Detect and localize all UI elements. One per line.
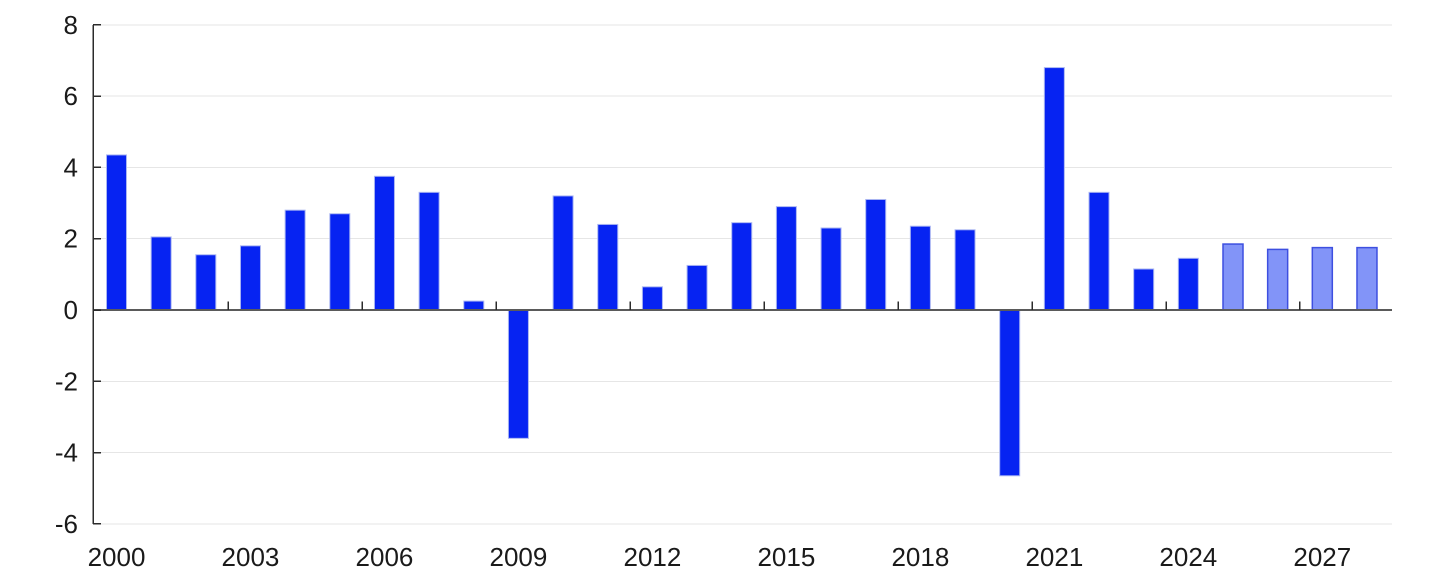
bar-2000[interactable] bbox=[106, 154, 127, 311]
y-axis-label-0: 0 bbox=[64, 295, 78, 325]
forecast-bar-2026[interactable] bbox=[1266, 248, 1289, 311]
bar-2010[interactable] bbox=[552, 195, 574, 311]
bar-2016[interactable] bbox=[820, 227, 842, 311]
forecast-bar-2025[interactable] bbox=[1222, 243, 1244, 311]
x-axis-label-2024: 2024 bbox=[1159, 542, 1217, 572]
bar-2006[interactable] bbox=[373, 175, 395, 311]
x-axis-label-2015: 2015 bbox=[757, 542, 815, 572]
bar-2007[interactable] bbox=[418, 191, 440, 311]
bar-2022[interactable] bbox=[1088, 191, 1110, 311]
bar-2005[interactable] bbox=[329, 213, 351, 311]
bar-2018[interactable] bbox=[909, 225, 931, 311]
bar-2015[interactable] bbox=[775, 206, 797, 311]
forecast-bar-2027[interactable] bbox=[1311, 246, 1334, 311]
bar-2003[interactable] bbox=[239, 245, 261, 311]
forecast-bar-2028[interactable] bbox=[1356, 246, 1378, 311]
y-axis-label--4: -4 bbox=[55, 438, 78, 468]
y-axis-label-4: 4 bbox=[64, 152, 78, 182]
x-axis-label-2003: 2003 bbox=[222, 542, 280, 572]
x-axis-label-2018: 2018 bbox=[891, 542, 949, 572]
y-axis-label-6: 6 bbox=[64, 81, 78, 111]
bar-2024[interactable] bbox=[1177, 257, 1199, 311]
x-axis-label-2000: 2000 bbox=[88, 542, 146, 572]
bar-2001[interactable] bbox=[150, 236, 172, 311]
bar-2013[interactable] bbox=[686, 264, 708, 311]
bar-2012[interactable] bbox=[641, 286, 663, 311]
bar-2011[interactable] bbox=[597, 223, 619, 311]
y-axis-label--2: -2 bbox=[55, 366, 78, 396]
y-axis-label--6: -6 bbox=[55, 509, 78, 539]
bar-2008[interactable] bbox=[463, 300, 485, 311]
x-axis-label-2006: 2006 bbox=[356, 542, 414, 572]
x-axis-label-2027: 2027 bbox=[1293, 542, 1351, 572]
bar-2002[interactable] bbox=[195, 254, 217, 311]
y-axis-label-2: 2 bbox=[64, 224, 78, 254]
bar-2019[interactable] bbox=[954, 229, 976, 311]
bar-2009[interactable] bbox=[507, 309, 529, 439]
bar-2017[interactable] bbox=[865, 198, 887, 311]
bar-2023[interactable] bbox=[1133, 268, 1155, 311]
bar-2004[interactable] bbox=[284, 209, 306, 311]
bar-2014[interactable] bbox=[731, 222, 753, 311]
x-axis-label-2021: 2021 bbox=[1025, 542, 1083, 572]
x-axis-label-2012: 2012 bbox=[623, 542, 681, 572]
bar-2020[interactable] bbox=[999, 309, 1021, 477]
x-axis-label-2009: 2009 bbox=[490, 542, 548, 572]
bar-2021[interactable] bbox=[1043, 67, 1065, 311]
y-axis-label-8: 8 bbox=[64, 10, 78, 40]
